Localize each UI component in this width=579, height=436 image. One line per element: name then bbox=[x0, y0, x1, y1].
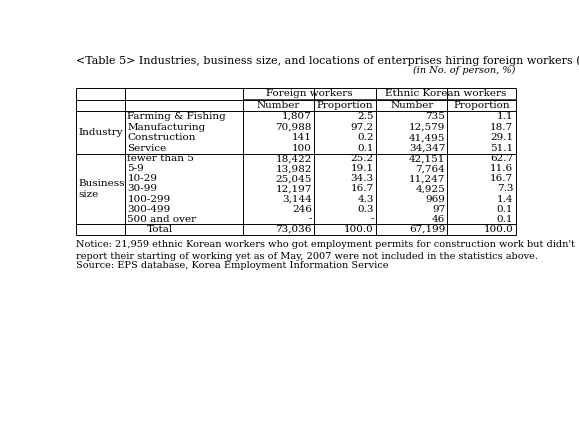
Text: 0.1: 0.1 bbox=[357, 144, 374, 153]
Text: 100-299: 100-299 bbox=[127, 194, 171, 204]
Text: Manufacturing: Manufacturing bbox=[127, 123, 206, 132]
Text: 1.1: 1.1 bbox=[497, 112, 514, 121]
Text: -: - bbox=[371, 215, 374, 224]
Text: 12,579: 12,579 bbox=[409, 123, 445, 132]
Text: 25,045: 25,045 bbox=[276, 174, 312, 184]
Text: Total: Total bbox=[146, 225, 173, 234]
Text: 18.7: 18.7 bbox=[490, 123, 514, 132]
Text: 13,982: 13,982 bbox=[276, 164, 312, 174]
Text: 0.3: 0.3 bbox=[357, 204, 374, 214]
Text: 12,197: 12,197 bbox=[276, 184, 312, 194]
Text: 34,347: 34,347 bbox=[409, 144, 445, 153]
Text: Number: Number bbox=[257, 101, 301, 110]
Text: 969: 969 bbox=[425, 194, 445, 204]
Text: 4.3: 4.3 bbox=[357, 194, 374, 204]
Text: 5-9: 5-9 bbox=[127, 164, 144, 174]
Text: 67,199: 67,199 bbox=[409, 225, 445, 234]
Text: 16.7: 16.7 bbox=[490, 174, 514, 184]
Text: Foreign workers: Foreign workers bbox=[266, 89, 353, 99]
Text: Service: Service bbox=[127, 144, 167, 153]
Text: 0.1: 0.1 bbox=[497, 204, 514, 214]
Text: 1.4: 1.4 bbox=[497, 194, 514, 204]
Text: 62.7: 62.7 bbox=[490, 154, 514, 164]
Text: 11,247: 11,247 bbox=[409, 174, 445, 184]
Text: Farming & Fishing: Farming & Fishing bbox=[127, 112, 226, 121]
Text: 100.0: 100.0 bbox=[344, 225, 374, 234]
Text: 1,807: 1,807 bbox=[282, 112, 312, 121]
Text: 70,988: 70,988 bbox=[276, 123, 312, 132]
Text: 735: 735 bbox=[425, 112, 445, 121]
Text: 41,495: 41,495 bbox=[409, 133, 445, 142]
Text: 19.1: 19.1 bbox=[351, 164, 374, 174]
Text: 500 and over: 500 and over bbox=[127, 215, 196, 224]
Text: 73,036: 73,036 bbox=[276, 225, 312, 234]
Text: 141: 141 bbox=[292, 133, 312, 142]
Text: 46: 46 bbox=[432, 215, 445, 224]
Text: 300-499: 300-499 bbox=[127, 204, 171, 214]
Text: Proportion: Proportion bbox=[453, 101, 510, 110]
Text: Ethnic Korean workers: Ethnic Korean workers bbox=[385, 89, 507, 99]
Text: 16.7: 16.7 bbox=[351, 184, 374, 194]
Text: 29.1: 29.1 bbox=[490, 133, 514, 142]
Text: 18,422: 18,422 bbox=[276, 154, 312, 164]
Text: 100: 100 bbox=[292, 144, 312, 153]
Text: Business
size: Business size bbox=[79, 179, 125, 199]
Text: 4,925: 4,925 bbox=[415, 184, 445, 194]
Text: Source: EPS database, Korea Employment Information Service: Source: EPS database, Korea Employment I… bbox=[76, 261, 389, 270]
Text: Construction: Construction bbox=[127, 133, 196, 142]
Text: 11.6: 11.6 bbox=[490, 164, 514, 174]
Text: <Table 5> Industries, business size, and locations of enterprises hiring foreign: <Table 5> Industries, business size, and… bbox=[76, 55, 579, 66]
Text: Number: Number bbox=[390, 101, 434, 110]
Text: 0.1: 0.1 bbox=[497, 215, 514, 224]
Text: 3,144: 3,144 bbox=[282, 194, 312, 204]
Text: 100.0: 100.0 bbox=[483, 225, 514, 234]
Text: Industry: Industry bbox=[79, 128, 123, 137]
Text: 0.2: 0.2 bbox=[357, 133, 374, 142]
Text: 30-99: 30-99 bbox=[127, 184, 157, 194]
Text: 10-29: 10-29 bbox=[127, 174, 157, 184]
Text: 34.3: 34.3 bbox=[351, 174, 374, 184]
Text: fewer than 5: fewer than 5 bbox=[127, 154, 195, 164]
Text: 51.1: 51.1 bbox=[490, 144, 514, 153]
Text: 97.2: 97.2 bbox=[351, 123, 374, 132]
Text: 42,151: 42,151 bbox=[409, 154, 445, 164]
Text: Notice: 21,959 ethnic Korean workers who got employment permits for construction: Notice: 21,959 ethnic Korean workers who… bbox=[76, 240, 576, 261]
Text: 7,764: 7,764 bbox=[415, 164, 445, 174]
Text: (in No. of person, %): (in No. of person, %) bbox=[413, 66, 516, 75]
Text: 97: 97 bbox=[432, 204, 445, 214]
Text: 7.3: 7.3 bbox=[497, 184, 514, 194]
Text: 2.5: 2.5 bbox=[357, 112, 374, 121]
Text: -: - bbox=[309, 215, 312, 224]
Text: 246: 246 bbox=[292, 204, 312, 214]
Text: 25.2: 25.2 bbox=[351, 154, 374, 164]
Text: Proportion: Proportion bbox=[317, 101, 373, 110]
